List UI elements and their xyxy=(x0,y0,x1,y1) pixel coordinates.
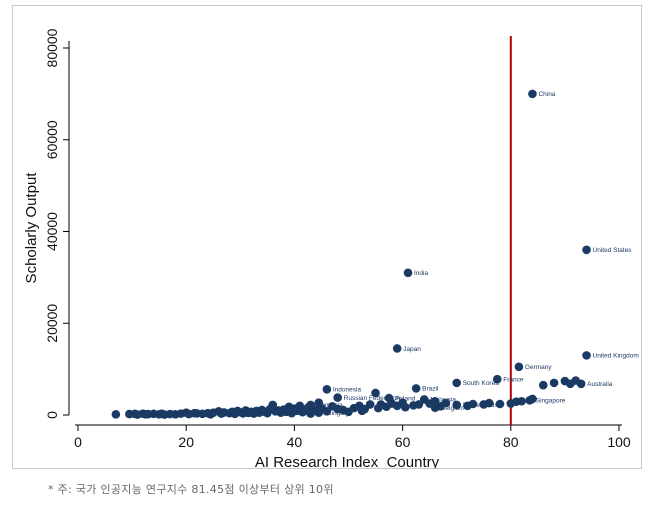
point-label: Japan xyxy=(403,346,421,353)
data-point-romania xyxy=(306,400,315,410)
y-tick-label: 40000 xyxy=(44,212,60,251)
x-ticks: 0 20 40 60 80 100 xyxy=(74,425,631,450)
data-point xyxy=(414,400,424,409)
y-axis-title: Scholarly Output xyxy=(23,172,40,284)
data-point-germany xyxy=(514,362,524,372)
x-tick-label: 80 xyxy=(503,434,519,450)
point-labels: China United States India Japan United Kingd… xyxy=(317,91,639,417)
x-tick-label: 40 xyxy=(287,434,303,450)
point-label: Germany xyxy=(525,364,552,371)
data-point-indonesia xyxy=(322,385,332,394)
data-point-russian-federation xyxy=(333,393,342,402)
data-point-united-states xyxy=(582,245,591,255)
data-point xyxy=(441,398,451,408)
data-point xyxy=(365,400,375,409)
point-label: Belgium xyxy=(441,405,464,412)
data-point-south-korea xyxy=(452,378,462,388)
y-tick-label: 60000 xyxy=(44,120,60,159)
point-label: Indonesia xyxy=(333,387,362,394)
x-tick-label: 0 xyxy=(74,434,82,450)
data-points xyxy=(111,89,591,419)
data-point xyxy=(111,410,121,419)
point-label: Singapore xyxy=(536,398,566,405)
y-ticks: 0 20000 40000 60000 80000 xyxy=(44,28,69,419)
y-tick-label: 80000 xyxy=(44,28,60,67)
point-label: Poland xyxy=(395,395,416,402)
data-point xyxy=(371,388,380,398)
x-tick-label: 60 xyxy=(395,434,411,450)
footnote: * 주: 국가 인공지능 연구지수 81.45점 이상부터 상위 10위 xyxy=(48,483,334,496)
point-label: Romania xyxy=(317,402,343,409)
point-label: Hungary xyxy=(325,410,350,417)
point-label: Malaysia xyxy=(430,397,456,404)
data-point-china xyxy=(528,89,537,99)
point-label: France xyxy=(503,377,524,384)
data-point-poland xyxy=(384,393,394,403)
data-point-australia xyxy=(576,379,586,389)
data-point-malaysia xyxy=(419,395,429,404)
data-point xyxy=(484,398,494,408)
data-point xyxy=(401,402,410,412)
data-point-france xyxy=(492,374,502,384)
point-label: Australia xyxy=(587,381,613,388)
x-tick-label: 20 xyxy=(178,434,194,450)
data-point xyxy=(430,396,440,406)
data-point-netherlands xyxy=(452,400,462,410)
data-point xyxy=(268,400,278,410)
data-point-singapore xyxy=(525,396,535,405)
point-label: Russian Federation xyxy=(344,395,401,402)
data-point-hungary xyxy=(314,408,324,418)
data-point-japan xyxy=(392,344,402,353)
data-point-united-kingdom xyxy=(582,351,591,360)
data-point-india xyxy=(403,268,413,278)
x-axis-title: AI Research Index_Country xyxy=(255,454,440,468)
data-point xyxy=(517,396,526,406)
data-point-belgium xyxy=(430,403,440,412)
point-label: United States xyxy=(593,247,633,254)
y-tick-label: 20000 xyxy=(44,304,60,343)
data-point-brazil xyxy=(411,384,421,393)
chart-frame: 0 20000 40000 60000 80000 0 20 40 60 80 100 China… xyxy=(12,5,642,469)
point-label: India xyxy=(414,270,428,277)
data-point xyxy=(495,399,505,409)
y-tick-label: 0 xyxy=(44,411,60,419)
data-point xyxy=(322,407,332,416)
point-label: China xyxy=(538,91,555,98)
scatter-chart: 0 20000 40000 60000 80000 0 20 40 60 80 100 China… xyxy=(23,28,639,468)
x-tick-label: 100 xyxy=(607,434,631,450)
data-point xyxy=(549,378,559,388)
data-point xyxy=(468,399,478,409)
point-label: South Korea xyxy=(463,380,500,387)
point-label: United Kingdom xyxy=(593,353,639,360)
point-label: Netherlands xyxy=(463,402,499,409)
axes xyxy=(68,41,622,426)
point-label: Brazil xyxy=(422,386,439,393)
data-point xyxy=(538,380,548,390)
